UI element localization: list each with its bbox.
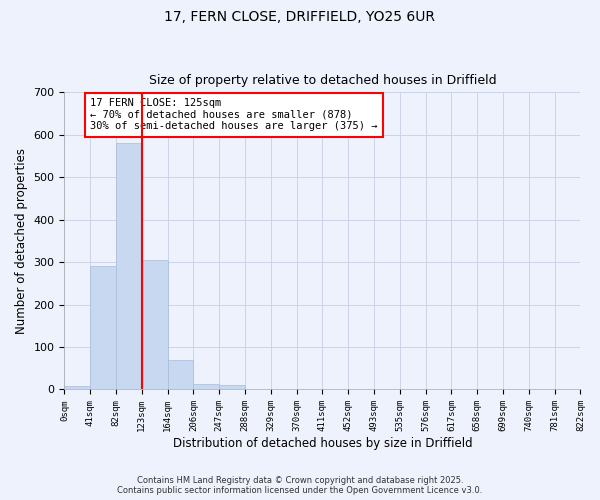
Bar xyxy=(142,260,167,390)
Bar xyxy=(167,360,193,390)
Text: Contains HM Land Registry data © Crown copyright and database right 2025.
Contai: Contains HM Land Registry data © Crown c… xyxy=(118,476,482,495)
Title: Size of property relative to detached houses in Driffield: Size of property relative to detached ho… xyxy=(149,74,496,87)
Y-axis label: Number of detached properties: Number of detached properties xyxy=(15,148,28,334)
Text: 17 FERN CLOSE: 125sqm
← 70% of detached houses are smaller (878)
30% of semi-det: 17 FERN CLOSE: 125sqm ← 70% of detached … xyxy=(90,98,378,132)
Bar xyxy=(116,144,142,390)
Bar xyxy=(219,385,245,390)
Bar xyxy=(90,266,116,390)
Text: 17, FERN CLOSE, DRIFFIELD, YO25 6UR: 17, FERN CLOSE, DRIFFIELD, YO25 6UR xyxy=(164,10,436,24)
X-axis label: Distribution of detached houses by size in Driffield: Distribution of detached houses by size … xyxy=(173,437,472,450)
Bar xyxy=(193,384,219,390)
Bar xyxy=(64,386,90,390)
